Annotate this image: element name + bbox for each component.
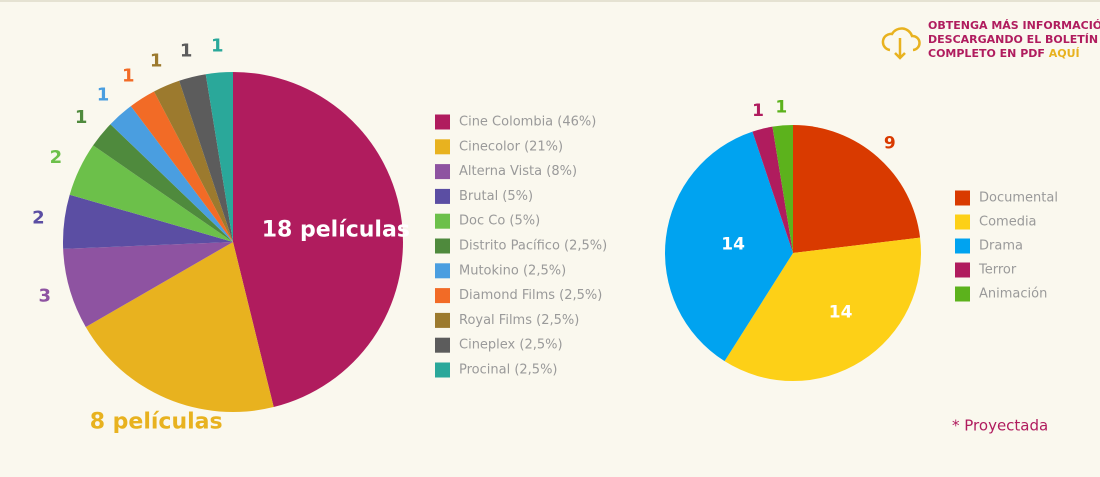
- legend-label: Cinecolor (21%): [459, 139, 563, 154]
- notice-line: COMPLETO EN PDF: [928, 47, 1045, 60]
- legend-swatch: [955, 238, 970, 254]
- pie-slice: [63, 194, 234, 249]
- legend-swatch: [955, 286, 970, 302]
- data-label: 9: [884, 134, 896, 154]
- data-label: 2: [50, 147, 63, 168]
- notice-line: COMPLETO EN PDF AQUÍ: [928, 47, 1080, 60]
- data-label: 8 películas: [90, 409, 223, 434]
- data-label: 1: [75, 107, 88, 128]
- data-label: 1: [752, 101, 764, 121]
- legend-swatch: [955, 190, 970, 206]
- data-label: 14: [721, 235, 745, 255]
- legend-swatch: [435, 114, 450, 130]
- data-label: 1: [211, 36, 224, 57]
- pie-slice: [772, 125, 793, 253]
- legend-swatch: [435, 362, 450, 378]
- download-icon[interactable]: [881, 27, 921, 60]
- legend-label: Brutal (5%): [459, 189, 533, 204]
- data-label: 1: [775, 97, 787, 117]
- pie-slice: [205, 72, 233, 242]
- pie-slice: [130, 91, 233, 242]
- legend-label: Documental: [979, 191, 1058, 206]
- legend-swatch: [435, 288, 450, 304]
- pie-slice: [724, 237, 921, 381]
- pie-slice: [110, 106, 233, 242]
- data-label: 2: [32, 207, 45, 228]
- data-label: 1: [180, 41, 193, 62]
- data-label: 1: [122, 65, 135, 86]
- legend-swatch: [435, 188, 450, 204]
- legend-swatch: [955, 262, 970, 278]
- data-label: 3: [38, 286, 51, 307]
- legend-label: Terror: [978, 263, 1017, 278]
- legend-label: Procinal (2,5%): [459, 363, 558, 378]
- legend-swatch: [435, 312, 450, 328]
- legend-label: Comedia: [979, 215, 1037, 230]
- legend-label: Mutokino (2,5%): [459, 263, 566, 278]
- legend-label: Cineplex (2,5%): [459, 338, 563, 353]
- pie-slice: [69, 145, 234, 242]
- legend-label: Alterna Vista (8%): [459, 164, 577, 179]
- pie-slice: [793, 125, 921, 253]
- legend-label: Doc Co (5%): [459, 214, 540, 229]
- pie-slice: [93, 124, 233, 242]
- pie-slice: [63, 242, 233, 327]
- legend-swatch: [435, 139, 450, 155]
- data-label: 1: [150, 51, 163, 72]
- legend-label: Animación: [979, 287, 1047, 302]
- legend-swatch: [435, 164, 450, 180]
- data-label: 1: [97, 84, 110, 105]
- notice-line: OBTENGA MÁS INFORMACIÓN: [928, 19, 1100, 32]
- pie-slice: [153, 80, 233, 242]
- legend-label: Drama: [979, 239, 1023, 254]
- notice-link[interactable]: AQUÍ: [1049, 47, 1080, 60]
- legend-label: Royal Films (2,5%): [459, 313, 579, 328]
- pie-slice: [85, 242, 274, 412]
- pie-slice: [179, 74, 233, 243]
- pie-slice: [233, 72, 404, 408]
- footnote: * Proyectada: [952, 417, 1048, 435]
- legend-swatch: [435, 238, 450, 254]
- pie-slice: [665, 131, 793, 362]
- legend-swatch: [955, 214, 970, 230]
- legend-label: Distrito Pacífico (2,5%): [459, 239, 607, 254]
- legend-label: Cine Colombia (46%): [459, 115, 596, 130]
- notice-line: DESCARGANDO EL BOLETÍN: [928, 33, 1098, 46]
- legend-label: Diamond Films (2,5%): [459, 288, 602, 303]
- legend-swatch: [435, 263, 450, 279]
- legend-swatch: [435, 337, 450, 353]
- legend-swatch: [435, 213, 450, 229]
- data-label: 18 películas: [262, 218, 410, 243]
- data-label: 14: [829, 303, 853, 323]
- pie-slice: [752, 126, 793, 253]
